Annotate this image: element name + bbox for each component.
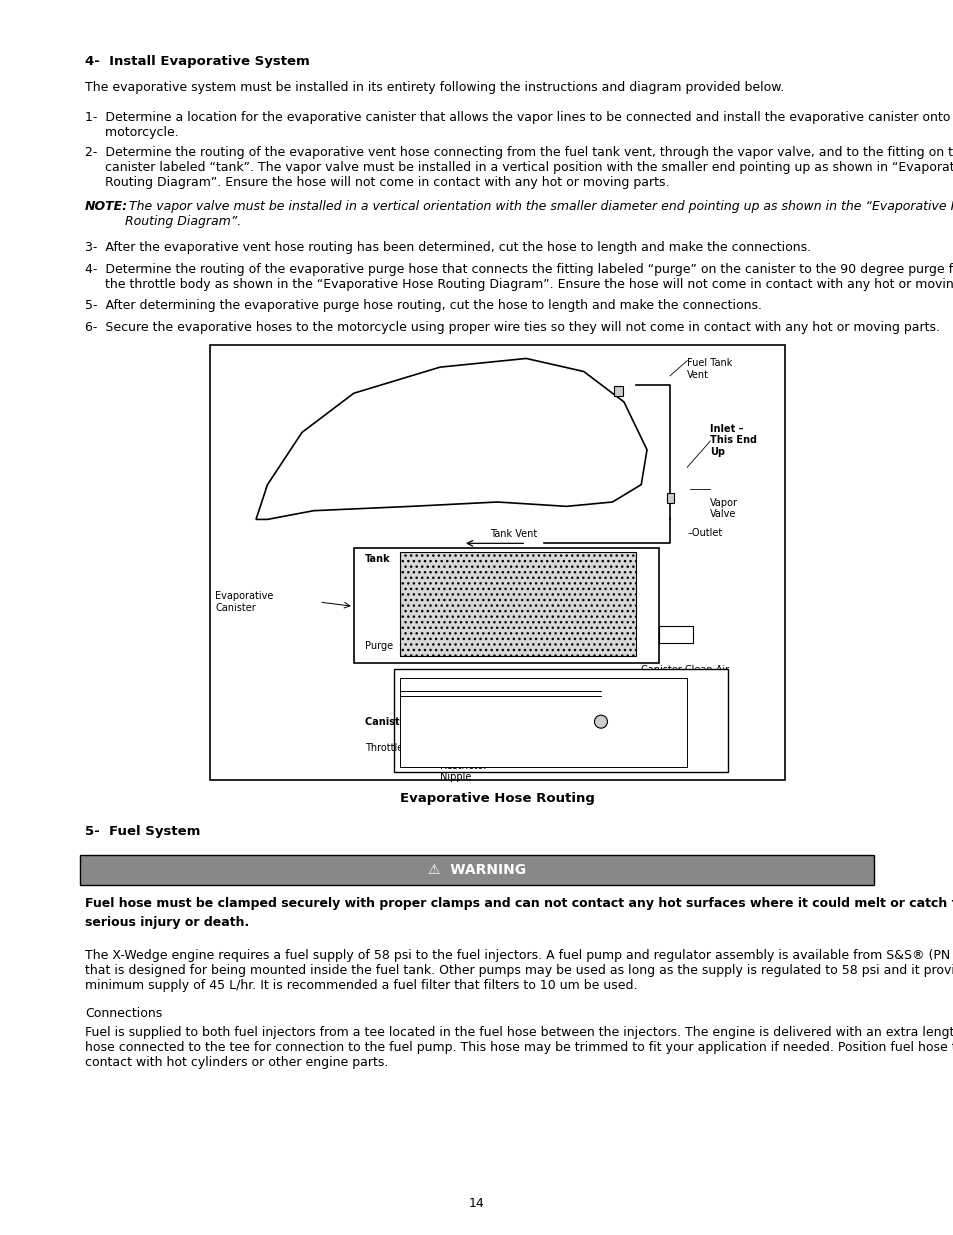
Text: Restrictor
Nipple: Restrictor Nipple bbox=[439, 761, 487, 783]
Text: Vapor
Valve: Vapor Valve bbox=[709, 498, 738, 519]
Bar bbox=[210, 346, 784, 781]
Text: Throttle Body: Throttle Body bbox=[365, 742, 431, 753]
Text: The vapor valve must be installed in a vertical orientation with the smaller dia: The vapor valve must be installed in a v… bbox=[125, 200, 953, 228]
Text: Evaporative
Canister: Evaporative Canister bbox=[214, 592, 274, 613]
Bar bbox=[666, 493, 673, 503]
Text: Connections: Connections bbox=[85, 1007, 162, 1020]
Bar bbox=[354, 547, 658, 663]
Text: 4-  Determine the routing of the evaporative purge hose that connects the fittin: 4- Determine the routing of the evaporat… bbox=[85, 263, 953, 291]
Text: Canister Clean Air: Canister Clean Air bbox=[640, 666, 729, 676]
Text: 5-  After determining the evaporative purge hose routing, cut the hose to length: 5- After determining the evaporative pur… bbox=[85, 299, 761, 312]
Text: Fuel Tank
Vent: Fuel Tank Vent bbox=[686, 358, 732, 380]
Text: Evaporative Hose Routing: Evaporative Hose Routing bbox=[399, 793, 595, 805]
Text: Purge: Purge bbox=[365, 641, 393, 651]
Text: Tank: Tank bbox=[365, 555, 391, 564]
Bar bbox=[614, 387, 622, 396]
Text: –Outlet: –Outlet bbox=[686, 529, 721, 538]
Text: 2-  Determine the routing of the evaporative vent hose connecting from the fuel : 2- Determine the routing of the evaporat… bbox=[85, 146, 953, 189]
Text: 6-  Secure the evaporative hoses to the motorcycle using proper wire ties so the: 6- Secure the evaporative hoses to the m… bbox=[85, 321, 939, 333]
Text: Canister  Purge: Canister Purge bbox=[365, 716, 450, 726]
Bar bbox=[399, 552, 635, 657]
Text: 14: 14 bbox=[469, 1197, 484, 1210]
Text: Fuel hose must be clamped securely with proper clamps and can not contact any ho: Fuel hose must be clamped securely with … bbox=[85, 897, 953, 910]
Text: NOTE:: NOTE: bbox=[85, 200, 128, 214]
Bar bbox=[399, 678, 686, 767]
Text: 4-  Install Evaporative System: 4- Install Evaporative System bbox=[85, 56, 310, 68]
Text: 3-  After the evaporative vent hose routing has been determined, cut the hose to: 3- After the evaporative vent hose routi… bbox=[85, 242, 810, 254]
Circle shape bbox=[594, 715, 607, 729]
Text: ⚠  WARNING: ⚠ WARNING bbox=[428, 863, 525, 877]
Text: 5-  Fuel System: 5- Fuel System bbox=[85, 825, 200, 839]
Text: serious injury or death.: serious injury or death. bbox=[85, 916, 249, 929]
Bar bbox=[658, 626, 692, 643]
Text: Fuel is supplied to both fuel injectors from a tee located in the fuel hose betw: Fuel is supplied to both fuel injectors … bbox=[85, 1026, 953, 1068]
Text: The X-Wedge engine requires a fuel supply of 58 psi to the fuel injectors. A fue: The X-Wedge engine requires a fuel suppl… bbox=[85, 948, 953, 992]
Text: Tank Vent: Tank Vent bbox=[490, 529, 537, 538]
Text: The evaporative system must be installed in its entirety following the instructi: The evaporative system must be installed… bbox=[85, 82, 783, 94]
Bar bbox=[80, 855, 873, 885]
Text: 1-  Determine a location for the evaporative canister that allows the vapor line: 1- Determine a location for the evaporat… bbox=[85, 111, 953, 140]
Bar bbox=[394, 669, 727, 772]
Text: Inlet –
This End
Up: Inlet – This End Up bbox=[709, 424, 757, 457]
